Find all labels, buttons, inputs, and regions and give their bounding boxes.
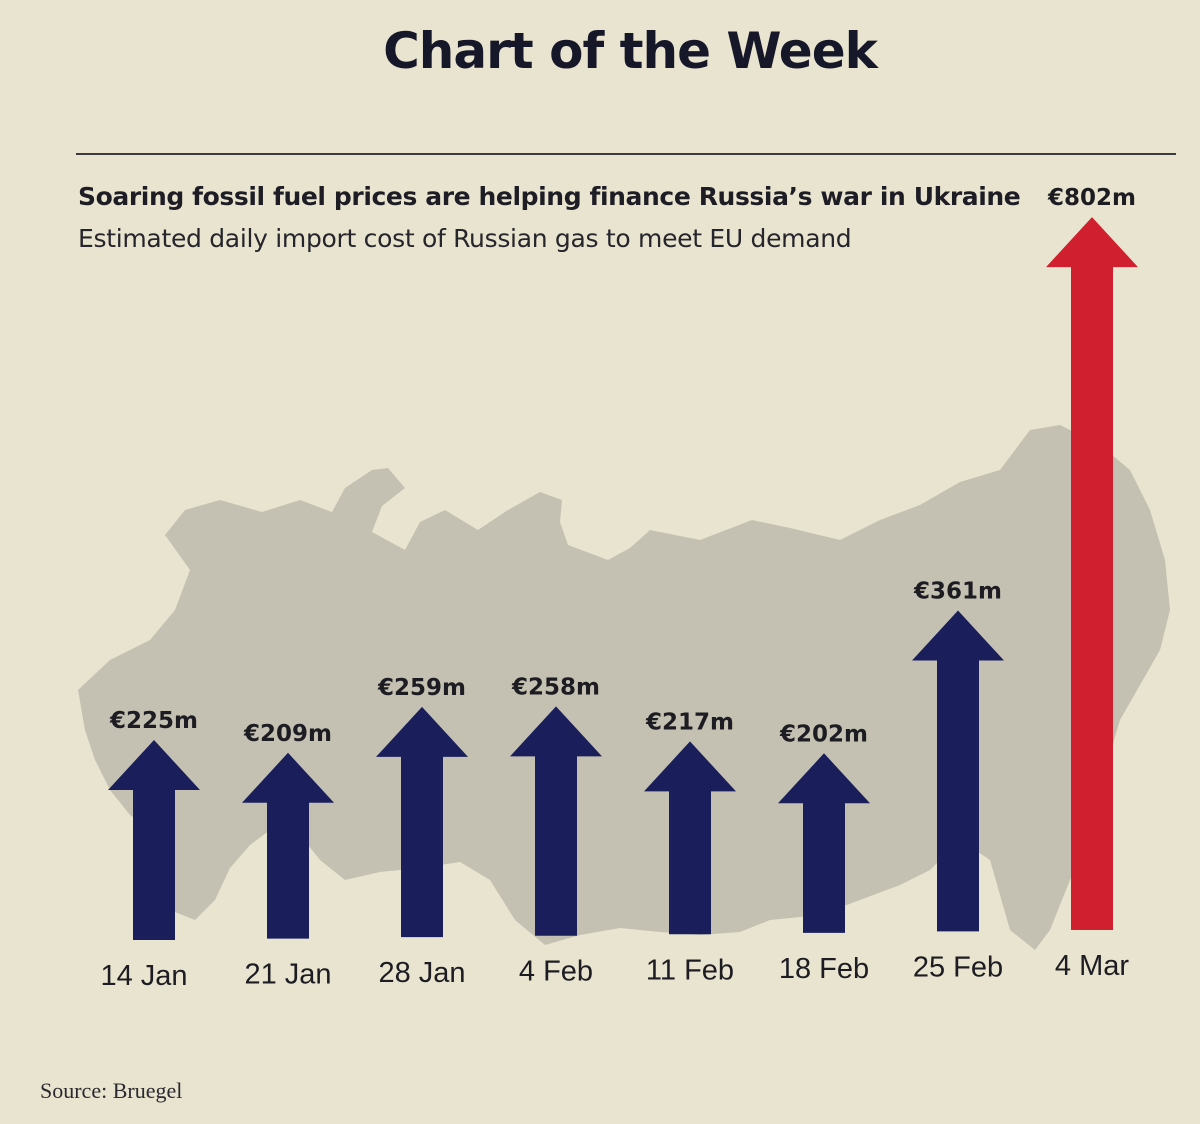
x-tick-label: 21 Jan [244,959,331,991]
source-note: Source: Bruegel [40,1078,183,1103]
x-tick-label: 28 Jan [378,957,465,989]
x-tick-label: 25 Feb [913,951,1003,983]
x-axis-tick-labels: 14 Jan 21 Jan 28 Jan 4 Feb 11 Feb 18 Feb 25 Fe… [100,950,1129,992]
arrow-bar-4-feb [510,706,602,936]
arrow-series [108,217,1138,940]
value-label-group: €225m €209m €259m €258m €217m €202m €361m €802m [109,185,1136,747]
value-label: €225m [109,708,198,734]
chart-subtitle: Estimated daily import cost of Russian g… [78,224,852,253]
title-divider [76,153,1176,155]
x-tick-label: 18 Feb [779,953,869,985]
russia-map-silhouette [78,425,1170,950]
value-label: €802m [1047,185,1136,211]
arrow-bar-14-jan [108,740,200,940]
chart-headline: Soaring fossil fuel prices are helping f… [78,182,1021,211]
x-tick-label: 4 Mar [1055,950,1129,982]
arrow-bar-28-jan [376,706,468,938]
value-label: €361m [913,579,1002,605]
value-label: €202m [779,721,868,747]
x-tick-label: 14 Jan [100,960,187,992]
value-label: €217m [645,709,734,735]
value-label: €258m [511,674,600,700]
x-tick-label: 4 Feb [519,956,593,988]
arrow-bar-11-feb [644,741,736,935]
arrow-bar-25-feb [912,610,1004,932]
arrow-bar-18-feb [778,753,870,933]
x-tick-label: 11 Feb [646,954,734,986]
arrow-bar-4-mar [1046,217,1138,931]
value-label: €209m [243,721,332,747]
value-label: €259m [377,675,466,701]
page-title: Chart of the Week [383,22,878,80]
arrow-bar-21-jan [242,752,334,939]
